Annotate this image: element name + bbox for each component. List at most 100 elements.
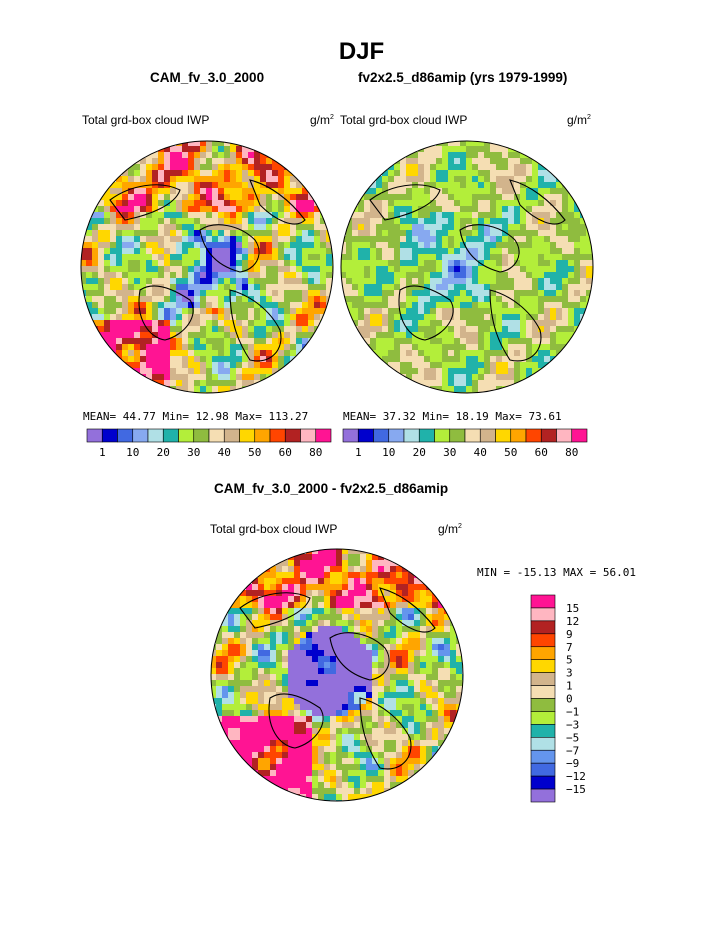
field-cell: [448, 332, 455, 339]
field-cell: [176, 194, 183, 201]
field-cell: [414, 662, 421, 669]
field-cell: [146, 254, 153, 261]
field-cell: [278, 362, 285, 369]
field-cell: [364, 218, 371, 225]
field-cell: [278, 344, 285, 351]
field-cell: [302, 308, 309, 315]
field-cell: [122, 326, 129, 333]
field-cell: [352, 236, 359, 243]
field-cell: [436, 356, 443, 363]
field-cell: [490, 146, 497, 153]
field-cell: [200, 278, 207, 285]
field-cell: [92, 272, 99, 279]
field-cell: [412, 170, 419, 177]
field-cell: [128, 182, 135, 189]
field-cell: [164, 230, 171, 237]
field-cell: [122, 290, 129, 297]
field-cell: [460, 146, 467, 153]
field-cell: [296, 356, 303, 363]
field-cell: [378, 614, 385, 621]
field-cell: [372, 764, 379, 771]
field-cell: [92, 290, 99, 297]
field-cell: [342, 614, 349, 621]
field-cell: [134, 290, 141, 297]
field-cell: [314, 302, 321, 309]
field-cell: [146, 266, 153, 273]
field-cell: [372, 626, 379, 633]
field-cell: [466, 338, 473, 345]
field-cell: [388, 176, 395, 183]
field-cell: [502, 212, 509, 219]
field-cell: [134, 254, 141, 261]
field-cell: [312, 632, 319, 639]
field-cell: [520, 152, 527, 159]
field-cell: [176, 326, 183, 333]
field-cell: [116, 308, 123, 315]
field-cell: [382, 338, 389, 345]
field-cell: [224, 194, 231, 201]
field-cell: [258, 770, 265, 777]
field-cell: [432, 710, 439, 717]
field-cell: [426, 590, 433, 597]
field-cell: [218, 236, 225, 243]
field-cell: [308, 236, 315, 243]
field-cell: [490, 386, 497, 393]
field-cell: [402, 662, 409, 669]
field-cell: [390, 722, 397, 729]
field-cell: [378, 710, 385, 717]
field-cell: [270, 776, 277, 783]
field-cell: [158, 386, 165, 393]
field-cell: [532, 170, 539, 177]
field-cell: [294, 650, 301, 657]
field-cell: [276, 734, 283, 741]
field-cell: [224, 164, 231, 171]
field-cell: [140, 254, 147, 261]
field-cell: [502, 158, 509, 165]
field-cell: [222, 686, 229, 693]
colorbar-tick-label: 7: [566, 641, 573, 654]
field-cell: [288, 560, 295, 567]
field-cell: [224, 170, 231, 177]
field-cell: [300, 764, 307, 771]
field-cell: [354, 740, 361, 747]
field-cell: [288, 776, 295, 783]
field-cell: [574, 290, 581, 297]
field-cell: [222, 692, 229, 699]
field-cell: [472, 176, 479, 183]
field-cell: [330, 794, 337, 801]
field-cell: [390, 740, 397, 747]
field-cell: [352, 260, 359, 267]
field-cell: [364, 260, 371, 267]
field-cell: [194, 170, 201, 177]
field-cell: [532, 254, 539, 261]
field-cell: [272, 362, 279, 369]
field-cell: [514, 362, 521, 369]
field-cell: [312, 704, 319, 711]
field-cell: [568, 218, 575, 225]
field-cell: [224, 152, 231, 159]
field-cell: [240, 716, 247, 723]
field-cell: [234, 704, 241, 711]
field-cell: [390, 596, 397, 603]
field-cell: [394, 308, 401, 315]
field-cell: [276, 632, 283, 639]
field-cell: [444, 656, 451, 663]
field-cell: [206, 146, 213, 153]
field-cell: [194, 338, 201, 345]
field-cell: [456, 644, 463, 651]
field-cell: [538, 350, 545, 357]
field-cell: [562, 284, 569, 291]
field-cell: [544, 206, 551, 213]
field-cell: [462, 716, 463, 723]
field-cell: [110, 308, 117, 315]
field-cell: [382, 284, 389, 291]
field-cell: [182, 314, 189, 321]
field-cell: [272, 296, 279, 303]
field-cell: [574, 236, 581, 243]
field-cell: [396, 590, 403, 597]
field-cell: [222, 668, 229, 675]
field-cell: [194, 242, 201, 249]
field-cell: [466, 242, 473, 249]
field-cell: [586, 260, 593, 267]
field-cell: [116, 236, 123, 243]
